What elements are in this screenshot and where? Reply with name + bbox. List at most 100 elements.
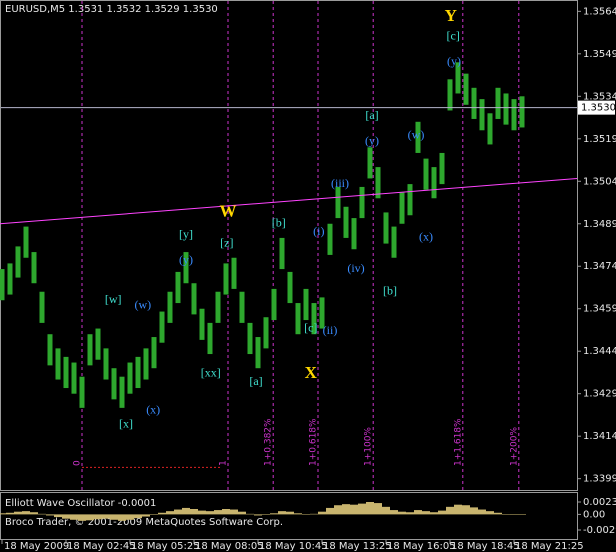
wave-label: (i): [313, 224, 324, 238]
main-frame: [0, 0, 578, 491]
price-bar: [471, 87, 477, 119]
price-bar: [359, 186, 365, 219]
price-bar: [151, 337, 157, 369]
oscillator-bar: [62, 514, 70, 519]
x-tick-label: 18 May 02:45: [67, 541, 136, 552]
oscillator-bar: [78, 514, 86, 521]
oscillator-bar: [54, 514, 62, 518]
oscillator-bar: [150, 514, 158, 515]
oscillator-bar: [110, 514, 118, 520]
oscillator-bar: [30, 512, 38, 515]
price-bar: [183, 252, 189, 284]
oscillator-bar: [486, 511, 494, 515]
price-bar: [111, 368, 117, 400]
oscillator-bar: [374, 503, 382, 515]
price-bar: [367, 147, 373, 179]
price-bar: [103, 348, 109, 380]
oscillator-bar: [198, 510, 206, 515]
price-bar: [255, 337, 261, 369]
price-bar: [95, 328, 101, 360]
price-bar: [383, 212, 389, 244]
y-tick-label: 1.3564: [583, 6, 616, 17]
price-bar: [287, 271, 293, 304]
oscillator-bar: [334, 505, 342, 515]
price-bar: [487, 113, 493, 145]
oscillator-bar: [86, 514, 94, 521]
oscillator-bar: [22, 511, 30, 515]
oscillator-bar: [0, 513, 6, 515]
oscillator-bar: [94, 514, 102, 520]
y-tick-label: 1.3549: [583, 49, 616, 60]
price-bar: [327, 223, 333, 255]
y-tick-label: 1.3474: [583, 261, 616, 272]
oscillator-bar: [238, 511, 246, 515]
oscillator-bar: [406, 512, 414, 515]
trendline: [0, 177, 578, 225]
price-bar: [55, 348, 61, 380]
oscillator-bar: [390, 510, 398, 515]
price-bar: [71, 362, 77, 394]
wave-label: Y: [445, 6, 457, 25]
price-bar: [15, 246, 21, 278]
oscillator-bar: [214, 510, 222, 515]
y-tick-label: 1.3519: [583, 134, 616, 145]
oscillator-bar: [294, 513, 302, 515]
price-bar: [23, 226, 29, 258]
price-bar: [63, 356, 69, 389]
wave-label: (w): [134, 298, 151, 312]
wave-label: (y): [447, 54, 461, 68]
price-bar: [375, 167, 381, 199]
x-tick-label: 18 May 16:05: [387, 541, 456, 552]
oscillator-bar: [270, 513, 278, 515]
wave-label: [x]: [119, 417, 133, 431]
oscillator-bar: [302, 514, 310, 515]
current-price-label: 1.3530: [581, 103, 616, 114]
price-bar: [39, 291, 45, 323]
oscillator-bar: [38, 513, 46, 515]
price-bar: [0, 269, 5, 301]
wave-label: [y]: [179, 227, 193, 241]
y-tick-label: 1.3534: [583, 91, 616, 102]
x-tick-label: 18 May 21:25: [515, 541, 584, 552]
header: EURUSD,M5 1.3531 1.3532 1.3529 1.3530: [5, 4, 218, 15]
y-tick-label: 1.3489: [583, 219, 616, 230]
x-tick-label: 18 May 08:05: [195, 541, 264, 552]
fib-label: 1+100%: [364, 427, 374, 466]
oscillator-bar: [326, 507, 334, 515]
oscillator-bar: [422, 511, 430, 515]
oscillator-bar: [462, 505, 470, 515]
price-bar: [295, 303, 301, 335]
price-bar: [343, 206, 349, 238]
x-tick-label: 18 May 18:45: [451, 541, 520, 552]
oscillator-bar: [118, 514, 126, 521]
oscillator-bar: [518, 514, 526, 515]
oscillator-bar: [478, 509, 486, 515]
y-tick-label: 1.3429: [583, 389, 616, 400]
fib-label: 1+0.618%: [309, 418, 319, 466]
oscillator-bar: [206, 511, 214, 515]
price-bar: [431, 167, 437, 199]
oscillator-bar: [366, 502, 374, 515]
price-bar: [119, 376, 125, 408]
oscillator-bar: [70, 514, 78, 520]
price-bar: [127, 362, 133, 394]
wave-label: [c]: [447, 29, 460, 43]
price-bar: [87, 334, 93, 366]
oscillator-bar: [166, 511, 174, 515]
oscillator-bar: [126, 514, 134, 520]
price-bar: [263, 317, 269, 349]
oscillator-bar: [278, 511, 286, 515]
price-bar: [511, 99, 517, 131]
price-bar: [207, 322, 213, 355]
x-tick-label: 18 May 10:45: [259, 541, 328, 552]
oscillator-bar: [502, 514, 510, 515]
price-bar: [47, 334, 53, 366]
wave-label: [a]: [365, 108, 378, 122]
fib-label: 1+200%: [509, 427, 519, 466]
oscillator-bar: [14, 511, 22, 515]
oscillator-bar: [134, 514, 142, 519]
wave-label: [b]: [272, 216, 286, 230]
x-tick-label: 18 May 13:25: [323, 541, 392, 552]
wave-label: [w]: [105, 292, 122, 306]
oscillator-bar: [310, 513, 318, 515]
